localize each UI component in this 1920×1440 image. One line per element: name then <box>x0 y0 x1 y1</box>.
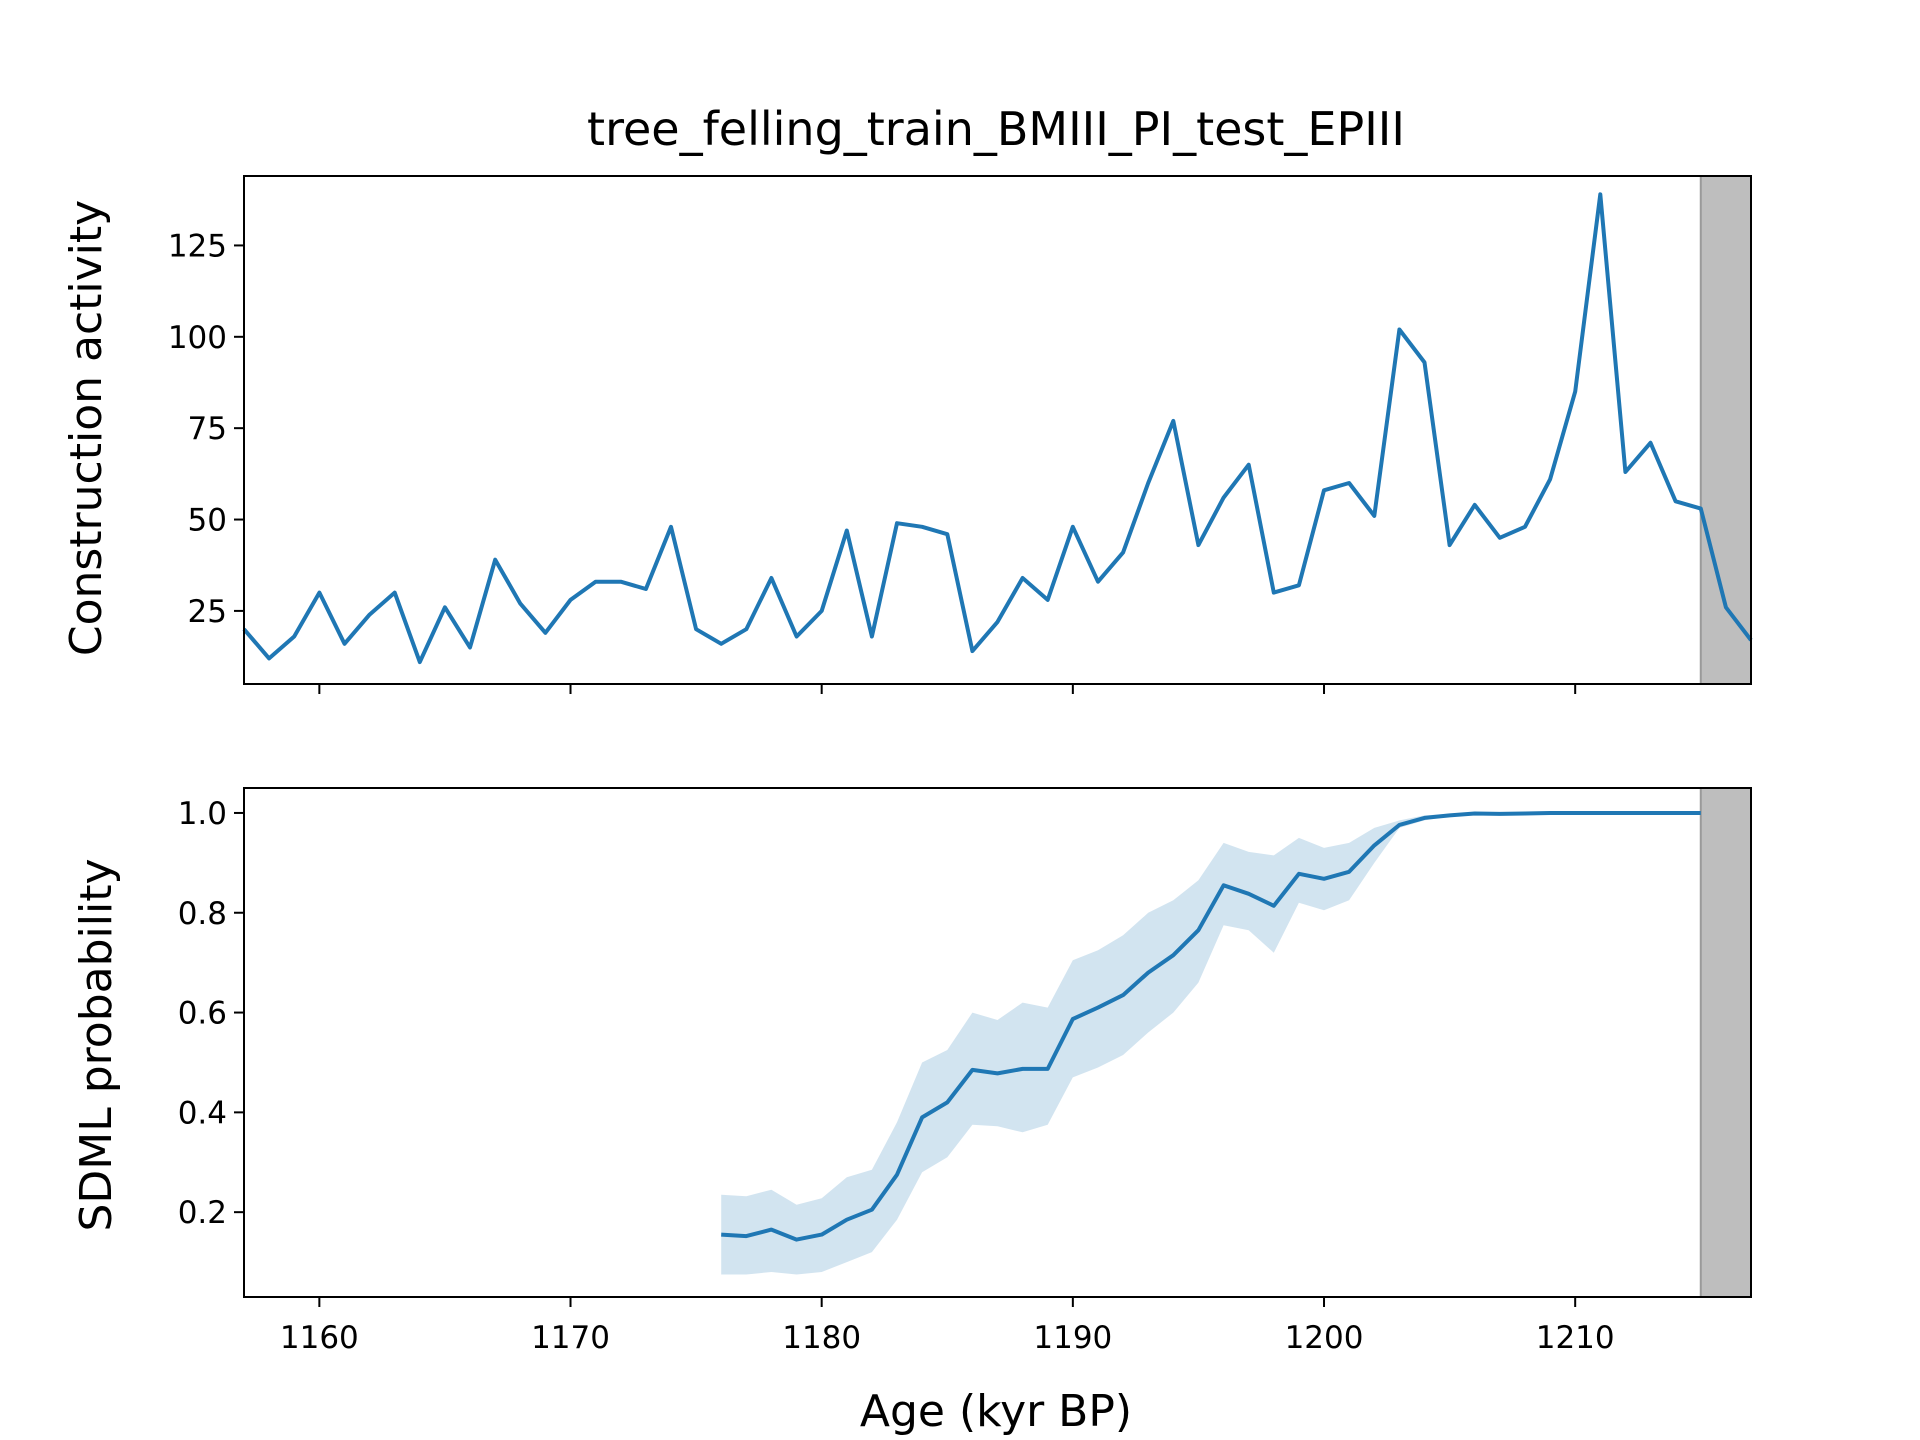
plot-frame-top <box>243 175 1752 685</box>
sdml-probability-panel: SDML probability Age (kyr BP) 1160 1170 11… <box>71 787 1752 1437</box>
bottom-shaded-region <box>1700 788 1751 1297</box>
construction-activity-panel: tree_felling_train_BMIII_PI_test_EPIII C… <box>61 102 1753 694</box>
bottom-y-tick-label: 0.8 <box>178 896 227 932</box>
top-y-tick-label: 50 <box>188 503 227 539</box>
top-series-line-0 <box>242 192 1753 665</box>
bottom-y-tick-label: 0.4 <box>178 1095 227 1131</box>
y-axis-label-construction: Construction activity <box>61 200 112 656</box>
bottom-x-tick-label: 1170 <box>531 1320 610 1356</box>
top-y-tick-label: 25 <box>188 594 227 630</box>
plot-frame-bottom <box>243 787 1752 1298</box>
top-y-tick-label: 125 <box>168 228 227 264</box>
bottom-x-tick-label: 1210 <box>1536 1320 1615 1356</box>
bottom-x-tick-label: 1200 <box>1285 1320 1364 1356</box>
bottom-series-line-0 <box>721 811 1701 1242</box>
bottom-x-tick-label: 1180 <box>782 1320 861 1356</box>
bottom-y-tick-label: 0.2 <box>178 1195 227 1231</box>
chart-title: tree_felling_train_BMIII_PI_test_EPIII <box>587 102 1405 156</box>
top-y-tick-label: 75 <box>188 411 227 447</box>
bottom-y-tick-label: 1.0 <box>178 796 227 832</box>
x-axis-label: Age (kyr BP) <box>860 1386 1132 1437</box>
y-axis-label-sdml: SDML probability <box>71 858 122 1231</box>
bottom-confidence-band <box>721 813 1701 1275</box>
top-y-tick-label: 100 <box>168 320 227 356</box>
bottom-x-tick-label: 1160 <box>280 1320 359 1356</box>
bottom-y-tick-label: 0.6 <box>178 996 227 1032</box>
bottom-x-tick-label: 1190 <box>1033 1320 1112 1356</box>
